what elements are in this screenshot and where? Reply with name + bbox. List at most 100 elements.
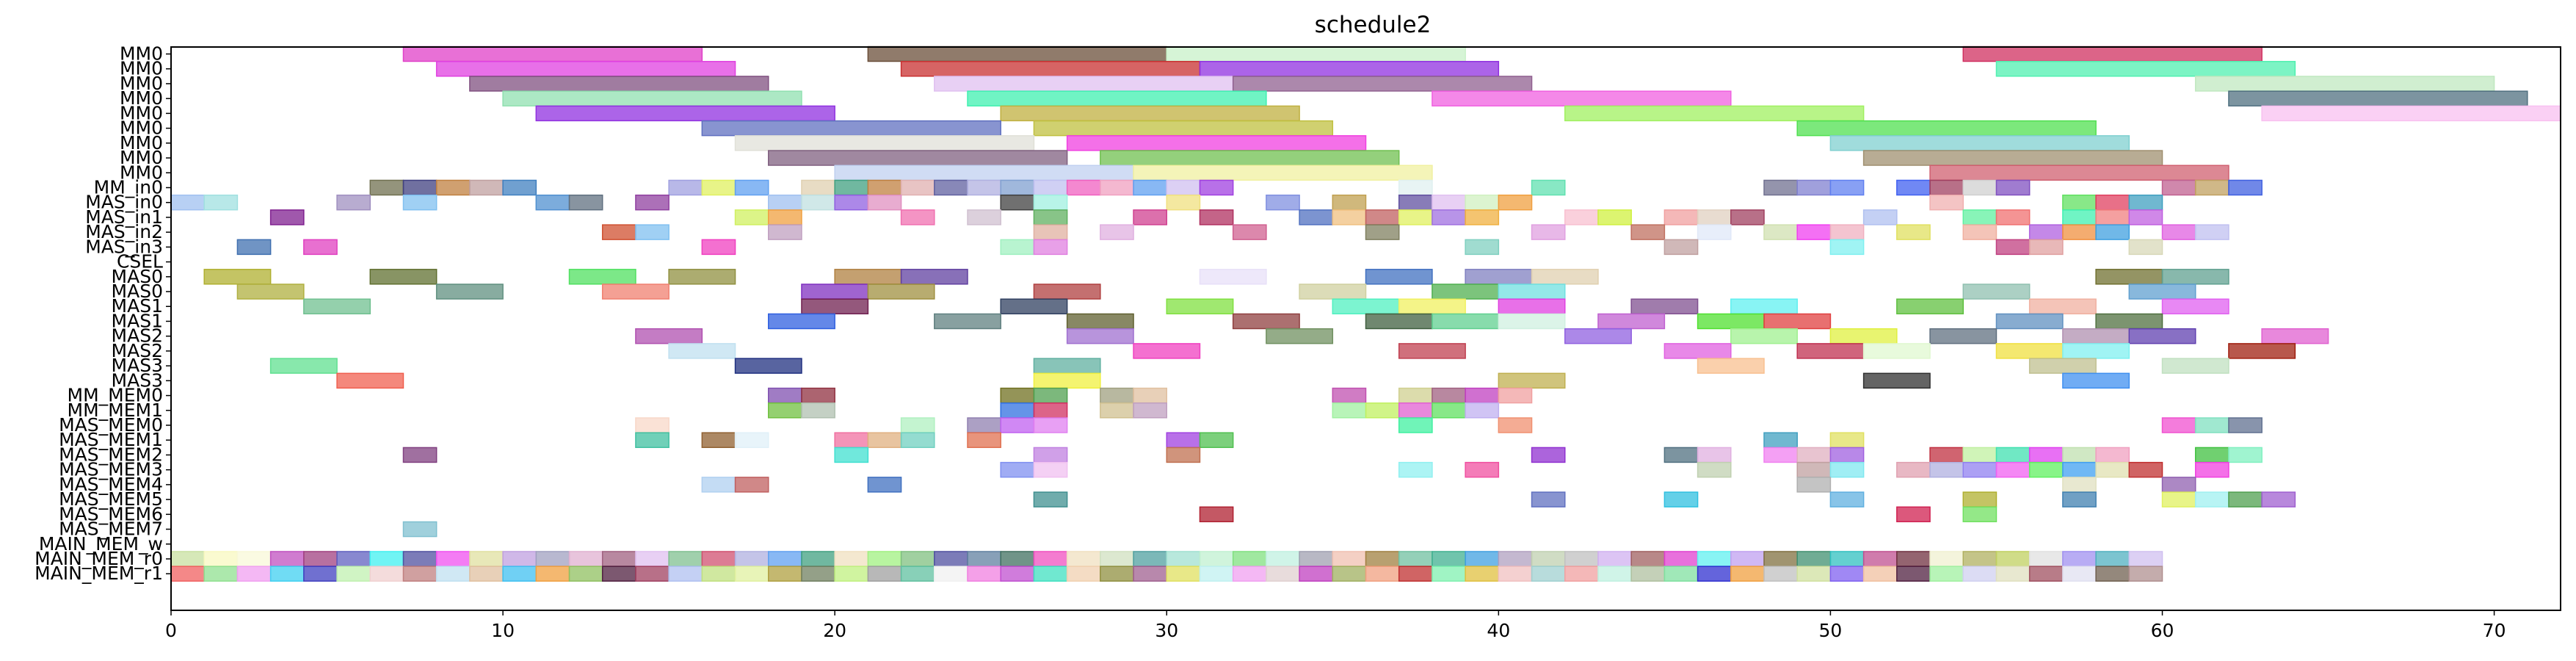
task-bar [1498, 566, 1533, 582]
task-bar [2028, 239, 2064, 256]
task-bar [1763, 179, 1798, 196]
task-bar [1498, 551, 1533, 567]
task-bar [1663, 491, 1699, 508]
task-bar [934, 313, 1001, 330]
task-bar [768, 209, 802, 225]
task-bar [1962, 283, 2031, 300]
task-bar [2095, 461, 2130, 478]
task-bar [2161, 358, 2229, 374]
task-bar [1033, 447, 1068, 463]
task-bar [768, 402, 802, 419]
task-bar [369, 179, 404, 196]
task-bar [2028, 566, 2064, 582]
x-tick-label: 30 [1155, 620, 1178, 641]
task-bar [1100, 224, 1134, 240]
task-bar [1033, 551, 1068, 567]
task-bar [967, 417, 1001, 433]
task-bar [1862, 150, 2163, 166]
task-bar [535, 194, 570, 211]
task-bar [435, 60, 736, 77]
task-bar [203, 551, 239, 567]
task-bar [2128, 461, 2163, 478]
task-bar [1465, 194, 1500, 211]
task-bar [1000, 551, 1035, 567]
task-bar [1995, 551, 2031, 567]
task-bar [1100, 402, 1134, 419]
task-bar [2161, 298, 2229, 314]
task-bar [1033, 358, 1101, 374]
task-bar [369, 269, 438, 285]
task-bar [1133, 179, 1167, 196]
task-bar [2128, 551, 2163, 567]
task-bar [1630, 566, 1666, 582]
task-bar [768, 224, 802, 240]
task-bar [900, 432, 935, 448]
task-bar [1398, 343, 1466, 359]
task-bar [867, 283, 935, 300]
task-bar [1962, 566, 1998, 582]
task-bar [1199, 432, 1234, 448]
task-bar [1398, 417, 1433, 433]
task-bar [2128, 209, 2163, 225]
task-bar [768, 566, 802, 582]
task-bar [502, 566, 537, 582]
task-bar [1465, 402, 1500, 419]
task-bar [1498, 283, 1566, 300]
task-bar [2028, 551, 2064, 567]
task-bar [967, 551, 1001, 567]
task-bar [1332, 209, 1367, 225]
task-bar [1365, 402, 1400, 419]
task-bar [734, 551, 769, 567]
task-bar [1796, 566, 1832, 582]
task-bar [1829, 179, 1865, 196]
task-bar [2128, 283, 2196, 300]
task-bar [2128, 328, 2196, 344]
task-bar [269, 566, 305, 582]
task-bar [867, 194, 902, 211]
task-bar [402, 179, 438, 196]
task-bar [635, 432, 670, 448]
task-bar [734, 432, 769, 448]
task-bar [1033, 491, 1068, 508]
task-bar [734, 477, 769, 493]
task-bar [768, 313, 835, 330]
task-bar [1929, 328, 1998, 344]
task-bar [1000, 179, 1035, 196]
task-bar [1796, 551, 1832, 567]
row-label: MM0 [120, 162, 163, 183]
task-bar [967, 432, 1001, 448]
task-bar [900, 209, 935, 225]
task-bar [2261, 328, 2329, 344]
task-bar [2228, 343, 2296, 359]
task-bar [1896, 461, 1931, 478]
task-bar [934, 551, 968, 567]
task-bar [1465, 239, 1500, 256]
task-bar [1398, 387, 1433, 404]
task-bar [1166, 447, 1201, 463]
task-bar [1829, 461, 1865, 478]
task-bar [1962, 506, 1998, 523]
task-bar [1498, 417, 1533, 433]
task-bar [668, 269, 736, 285]
task-bar [2161, 477, 2196, 493]
task-bar [1763, 551, 1798, 567]
chart-title: schedule2 [1315, 12, 1432, 38]
task-bar [535, 551, 570, 567]
task-bar [1796, 477, 1832, 493]
task-bar [2228, 417, 2263, 433]
task-bar [1465, 551, 1500, 567]
task-bar [1033, 372, 1101, 389]
task-bar [2095, 224, 2130, 240]
task-bar [2261, 491, 2296, 508]
task-bar [801, 298, 869, 314]
task-bar [1663, 209, 1699, 225]
task-bar [568, 551, 603, 567]
task-bar [502, 90, 802, 106]
task-bar [1995, 461, 2031, 478]
task-bar [1896, 179, 1931, 196]
task-bar [2161, 224, 2196, 240]
task-bar [701, 551, 736, 567]
task-bar [2228, 179, 2263, 196]
row-label: MAS_in1 [85, 206, 163, 228]
row-label: CSEL [117, 251, 163, 272]
